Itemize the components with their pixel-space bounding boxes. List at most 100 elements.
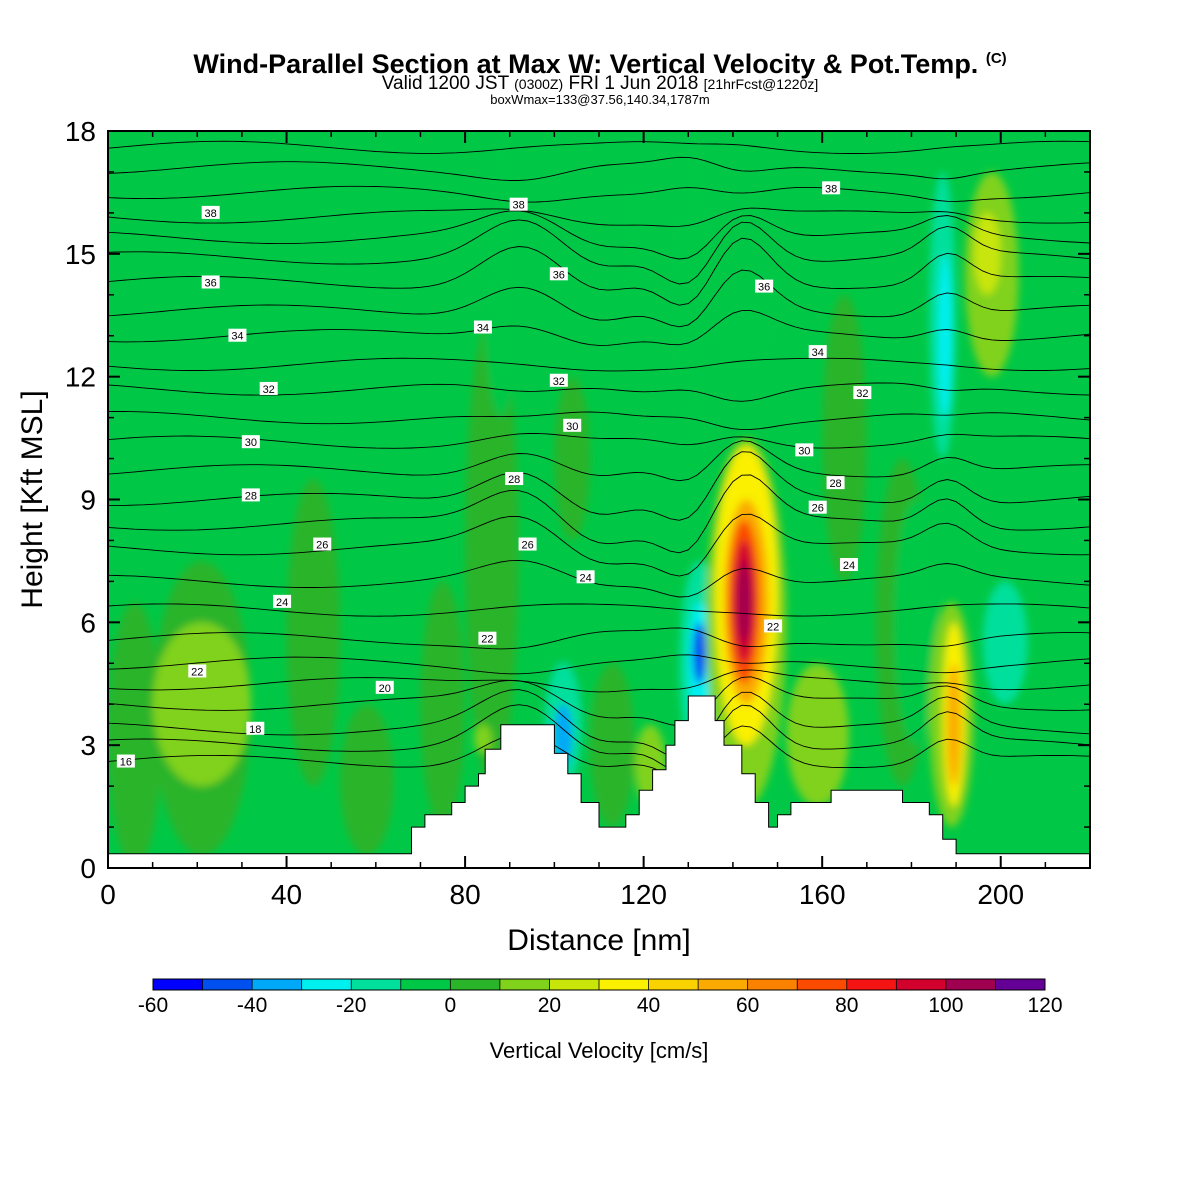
velocity-cell (973, 212, 1001, 295)
theta-label-text: 30 (566, 421, 578, 433)
theta-label-text: 26 (812, 503, 824, 515)
x-tick-label: 80 (450, 879, 481, 910)
theta-label-box (853, 386, 872, 400)
theta-contour-label: 38 (201, 205, 220, 220)
theta-label-text: 16 (120, 757, 132, 769)
field-cells (108, 131, 1028, 868)
y-tick-label: 15 (65, 239, 96, 270)
colorbar-swatch (896, 979, 947, 990)
y-tick-label: 9 (80, 485, 96, 516)
theta-label-box (228, 328, 247, 342)
theta-label-text: 30 (798, 445, 810, 457)
theta-label-box (473, 320, 492, 334)
colorbar-swatch (698, 979, 749, 990)
theta-contour-label: 32 (853, 386, 872, 400)
y-tick-label: 0 (80, 853, 96, 884)
theta-contour-label: 24 (839, 558, 858, 572)
colorbar-swatch (846, 979, 897, 990)
theta-label-box (241, 435, 260, 449)
theta-contour-line (108, 654, 1090, 675)
theta-contour-line (108, 704, 1090, 774)
theta-label-box (259, 381, 278, 395)
colorbar-tick-label: -40 (237, 994, 267, 1017)
theta-label-text: 20 (379, 683, 391, 695)
theta-contour-line (108, 432, 1090, 449)
theta-contour-label: 32 (549, 373, 568, 388)
colorbar-tick-label: 60 (736, 994, 759, 1017)
theta-label-text: 30 (245, 437, 257, 449)
theta-contour-label: 34 (473, 320, 492, 335)
theta-contour-label: 22 (764, 619, 783, 633)
theta-label-box (518, 537, 537, 551)
theta-label-box (755, 279, 774, 293)
theta-label-text: 34 (477, 323, 489, 335)
velocity-cell (482, 131, 519, 418)
title-block: Wind-Parallel Section at Max W: Vertical… (0, 0, 1200, 115)
theta-label-box (313, 537, 332, 551)
theta-contour-line (108, 382, 1090, 402)
theta-contour-line (108, 156, 1090, 181)
theta-label-box (839, 558, 858, 572)
theta-contour-line (108, 559, 1090, 598)
colorbar-swatch (351, 979, 402, 990)
theta-contour-line (108, 513, 1090, 577)
colorbar-tick-label: 100 (928, 994, 963, 1017)
theta-label-box (478, 631, 497, 645)
theta-contour-line (108, 411, 1090, 431)
velocity-cell (420, 581, 466, 828)
theta-label-box (201, 205, 220, 219)
theta-label-text: 38 (205, 208, 217, 220)
theta-label-box (241, 488, 260, 502)
theta-label-box (808, 345, 827, 359)
boxwmax-line: boxWmax=133@37.56,140.34,1787m (490, 92, 710, 107)
theta-label-text: 22 (481, 634, 493, 646)
theta-contour-label: 28 (826, 476, 845, 490)
theta-contour-label: 30 (563, 418, 582, 433)
theta-label-box (509, 197, 528, 211)
theta-contour-label: 28 (241, 488, 260, 502)
theta-contour-line (108, 185, 1090, 203)
theta-label-text: 38 (825, 183, 837, 195)
velocity-cell (474, 724, 492, 754)
theta-contour-label: 18 (246, 721, 265, 736)
theta-label-box (808, 500, 827, 514)
theta-label-box (375, 680, 394, 694)
colorbar: -60 -40 -20 0 20 40 60 80 100 120 Vertical Velocit… (138, 978, 1063, 1063)
valid-date: FRI 1 Jun 2018 (568, 73, 699, 94)
theta-label-text: 36 (553, 269, 565, 281)
theta-contour-line (108, 269, 1090, 328)
velocity-cell (616, 171, 653, 295)
colorbar-tick-label: 40 (637, 994, 660, 1017)
theta-label-box (201, 275, 220, 289)
colorbar-swatch (301, 979, 352, 990)
x-tick-label: 40 (271, 879, 302, 910)
colorbar-swatch (599, 979, 650, 990)
theta-contour-line (108, 219, 1090, 285)
theta-label-text: 36 (758, 282, 770, 294)
theta-contour-line (108, 474, 1090, 554)
y-tick-label: 18 (65, 116, 96, 147)
theta-contour-label: 26 (808, 500, 827, 515)
velocity-field (108, 131, 1090, 868)
colorbar-swatch (450, 979, 501, 990)
theta-contour-label: 26 (313, 537, 332, 552)
theta-label-box (549, 267, 568, 281)
theta-label-text: 36 (205, 277, 217, 289)
valid-time-line: Valid 1200 JST (0300Z) FRI 1 Jun 2018 [2… (0, 73, 1200, 95)
theta-contour-label: 22 (188, 664, 207, 678)
theta-contour-label: 32 (259, 381, 278, 396)
y-axis-label: Height [Kft MSL] (16, 390, 49, 608)
theta-label-box (549, 373, 568, 387)
velocity-cell (670, 131, 716, 459)
theta-label-text: 24 (579, 572, 591, 584)
theta-label-box (246, 721, 265, 735)
theta-label-text: 22 (191, 666, 203, 678)
theta-label-text: 24 (276, 597, 288, 609)
theta-label-text: 28 (829, 478, 841, 490)
theta-label-box (563, 418, 582, 432)
colorbar-swatch (252, 979, 303, 990)
theta-label-text: 34 (231, 331, 243, 343)
velocity-cell (286, 479, 341, 787)
x-tick-label: 200 (977, 879, 1024, 910)
